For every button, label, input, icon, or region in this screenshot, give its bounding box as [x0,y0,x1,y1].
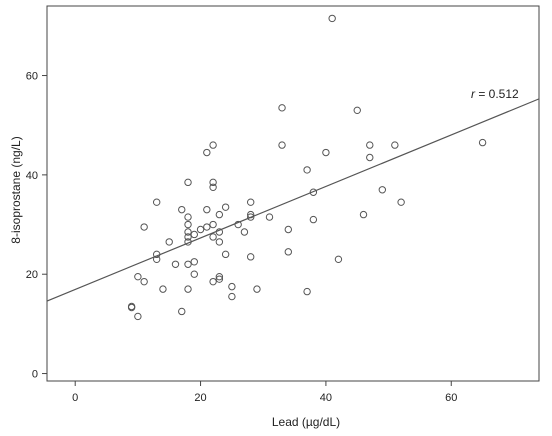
data-point [190,230,198,239]
data-point [184,238,192,246]
y-tick-label: 60 [26,71,38,83]
data-point [178,205,186,214]
data-point [309,215,318,224]
data-point [152,198,161,206]
x-tick-label: 60 [445,392,457,404]
data-point [303,166,311,174]
y-axis-title: 8-isoprostane (ng/L) [9,136,23,243]
y-tick-label: 20 [26,269,38,281]
data-point [140,277,148,286]
data-point [478,138,487,147]
data-point [328,14,336,23]
data-point [246,210,255,219]
data-point [240,228,249,236]
data-point [184,233,192,241]
data-point [397,198,405,206]
data-point [253,285,261,293]
data-point [209,141,217,149]
data-point [209,233,217,241]
data-point [152,250,161,259]
x-axis-title: Lead (µg/dL) [272,415,340,429]
data-point [209,178,217,187]
data-point [134,312,142,321]
data-point [140,223,148,231]
regression-line [46,98,540,302]
data-point [215,272,224,281]
data-point [221,203,230,211]
data-point [322,148,330,157]
correlation-value: = 0.512 [475,87,519,101]
plot-area: 0 20 40 60 0 20 40 60 [26,5,540,404]
correlation-annotation: r = 0.512 [471,87,519,101]
data-point [152,255,161,264]
data-point [184,260,192,268]
data-point [209,183,217,191]
plot-frame [46,5,540,382]
data-point [366,141,374,149]
data-point [334,255,343,264]
x-tick-label: 40 [320,392,332,404]
data-point [215,275,224,283]
data-point [278,141,286,149]
x-tick-label: 20 [194,392,206,404]
x-tick-label: 0 [72,392,78,404]
data-point [215,210,224,219]
correlation-symbol: r [471,87,476,101]
data-point [209,277,217,286]
data-point [246,253,255,261]
data-point [184,178,192,187]
data-point [265,213,274,221]
data-point [221,250,230,259]
data-point [134,272,142,281]
data-point [246,198,255,206]
data-point [309,188,318,196]
data-point [284,248,292,256]
data-point [234,220,242,229]
data-point [278,104,286,112]
data-point [203,205,211,214]
data-point [184,220,192,229]
data-point [246,213,255,221]
data-point [228,292,236,301]
data-point [184,213,192,221]
data-point [391,141,399,149]
data-point [366,153,374,162]
data-point [184,285,192,293]
data-point [215,228,224,236]
data-point [184,228,192,236]
data-point [378,186,387,194]
data-point [190,270,198,278]
data-point [215,238,224,246]
data-point [190,258,198,266]
data-point [228,282,236,291]
data-point [359,210,368,219]
data-point [165,238,173,246]
data-point [209,220,217,229]
data-point [284,225,292,234]
data-point [303,287,311,296]
data-point [159,285,167,293]
data-point [353,106,361,115]
y-tick-label: 0 [32,369,38,381]
data-point [203,148,211,157]
data-point [171,260,180,268]
y-tick-label: 40 [26,170,38,182]
data-point [178,307,186,316]
data-point [196,225,205,234]
data-point [127,303,136,312]
data-point [203,223,211,231]
